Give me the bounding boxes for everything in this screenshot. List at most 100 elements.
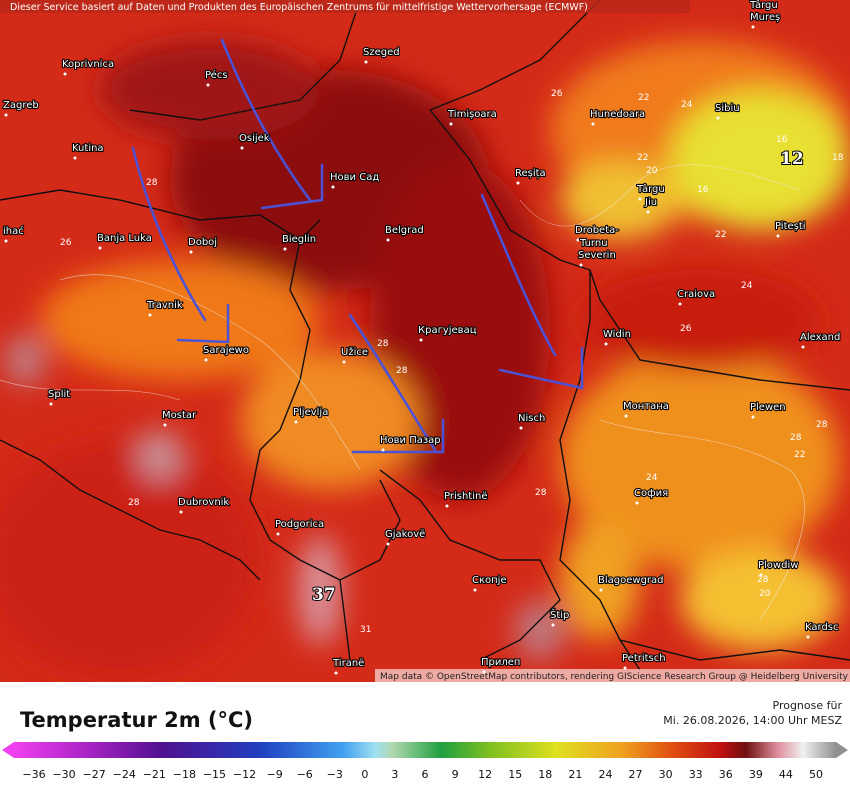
city-label: Mostar [162,410,197,421]
contour-label: 18 [832,153,844,163]
scale-arrow-right [836,742,848,758]
city-dot [445,504,449,508]
city-dot [776,234,780,238]
city-label: ihać [3,225,24,237]
city-label: Bieglin [282,234,316,245]
city-dot [678,302,682,306]
city-dot [331,185,335,189]
city-dot [591,122,595,126]
city-label: Kutina [72,143,104,154]
scale-label: 0 [361,768,369,781]
city-dot [49,402,53,406]
scale-label: 3 [391,768,399,781]
scale-label: −30 [52,768,76,781]
city-dot [751,13,755,17]
contour-label: 22 [715,230,726,240]
scale-label: −12 [232,768,257,781]
city-label: Widin [603,329,631,340]
city-label: Belgrad [385,225,424,236]
city-label: Prishtinë [444,491,487,502]
scale-label: 36 [718,768,733,781]
city-label: Tiranë [332,658,364,669]
city-label: Drobeta- [575,225,619,236]
city-dot [294,420,298,424]
annotation-arrows [131,38,584,454]
city-dot [635,501,639,505]
city-dot [334,671,338,675]
city-dot [276,532,280,536]
scale-label: −24 [112,768,136,781]
contour-label: 28 [377,339,389,349]
city-label: Alexand [800,332,840,343]
scale-label: 18 [538,768,553,781]
scale-arrow-left [2,742,14,758]
city-dot [473,588,477,592]
city-dot [519,426,523,430]
city-label: Pitești [775,221,806,232]
city-label: София [634,488,668,499]
header-band [0,0,690,13]
city-dot [148,313,152,317]
city-dot [646,210,650,214]
city-label: Koprivnica [62,59,114,70]
scale-label: 33 [688,768,703,781]
city-dot [4,113,8,117]
city-label: Нови Пазар [380,435,441,446]
scale-label: 24 [598,768,613,781]
city-label: Târgu [749,0,778,11]
city-label: Sarajewo [203,345,249,356]
contour-label: 28 [146,178,158,188]
city-dot [751,25,755,29]
city-dot [4,239,8,243]
contours [0,164,805,621]
city-dot [638,197,642,201]
city-label: Plowdiw [758,560,798,571]
contour-label: 28 [535,488,547,498]
scale-label: −6 [296,768,313,781]
contour-label: 28 [816,420,828,430]
contour-label: 26 [551,89,563,99]
scale-label: −3 [326,768,343,781]
scale-label: −27 [82,768,106,781]
scale-label: −21 [142,768,166,781]
contour-label: 22 [638,93,649,103]
contour-label: 20 [646,166,658,176]
city-dot [283,247,287,251]
city-dot [801,345,805,349]
city-dot [716,116,720,120]
contour-label: 16 [697,185,709,195]
city-dot [63,72,67,76]
scale-label: 15 [508,768,523,781]
city-label: Podgorica [275,519,324,530]
forecast-label: Prognose für [772,699,843,712]
city-label: Sibiu [715,103,740,114]
forecast-time: Mi. 26.08.2026, 14:00 Uhr MESZ [663,714,842,727]
scale-label: 27 [628,768,643,781]
scale-label: −36 [22,768,46,781]
forecast-info: Prognose für Mi. 26.08.2026, 14:00 Uhr M… [663,698,842,728]
scale-label: 50 [809,768,823,781]
scale-label: −9 [266,768,283,781]
city-label: Pljevlja [293,407,328,418]
contour-label: 20 [759,589,771,599]
attribution-band [375,669,850,682]
city-dot [551,623,555,627]
map: Koprivnica Pécs Szeged Zagreb Kutina Osijek Но… [0,0,850,682]
city-label: Banja Luka [97,233,152,244]
scale-label: −15 [202,768,227,781]
contour-label: 28 [757,575,769,585]
city-label: Kardsc [805,622,839,633]
city-dot [364,60,368,64]
contour-label: 37 [312,585,336,605]
city-dot [581,251,585,255]
city-label: Монтана [623,401,669,412]
city-dot [576,238,580,242]
city-dot [73,156,77,160]
map-labels: Koprivnica Pécs Szeged Zagreb Kutina Osijek Но… [2,0,844,675]
city-dot [240,146,244,150]
city-dot [381,448,385,452]
scale-labels: −36 −30 −27 −24 −21 −18 −15 −12 −9 −6 −3 0 3 6 9 12 15 18… [14,768,836,784]
city-dot [806,635,810,639]
city-label: Mureș [750,12,780,23]
city-label: Plewen [750,402,786,413]
